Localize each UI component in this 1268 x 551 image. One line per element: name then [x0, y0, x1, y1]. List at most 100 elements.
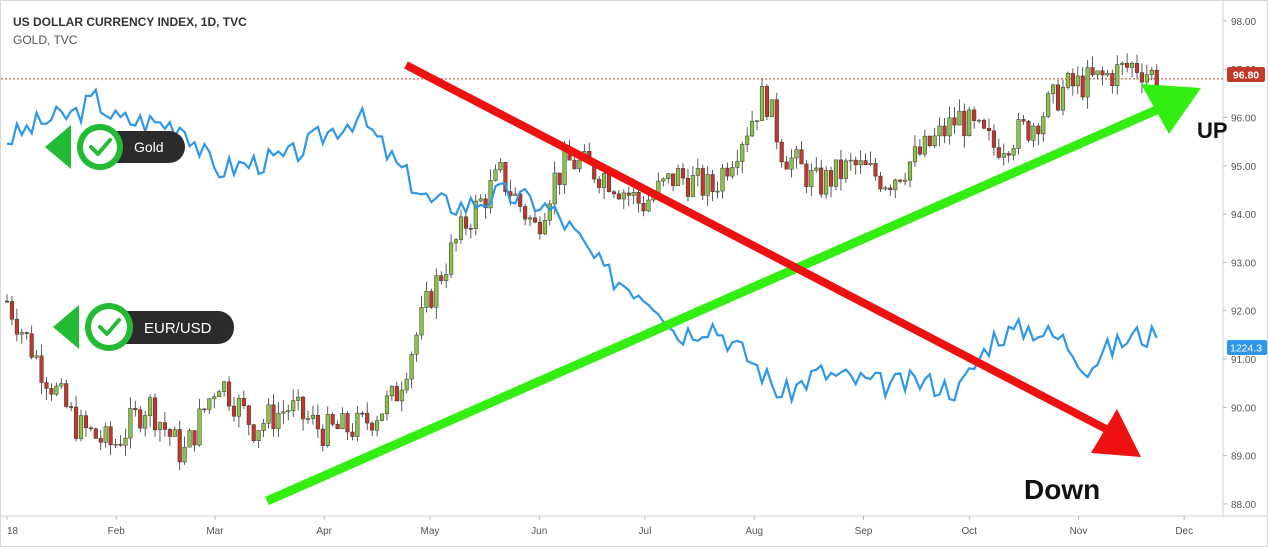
- candle-body: [858, 160, 863, 166]
- candle-body: [483, 198, 488, 209]
- y-tick-label: 93.00: [1231, 258, 1256, 269]
- candle-body: [315, 415, 320, 430]
- candle-body: [528, 217, 533, 220]
- candle-body: [49, 388, 54, 395]
- candle-body: [784, 161, 789, 170]
- candle-body: [996, 147, 1001, 158]
- x-tick-label: May: [421, 526, 440, 537]
- x-tick-label: 18: [7, 526, 19, 537]
- x-tick-label: Dec: [1175, 526, 1193, 537]
- candle-body: [730, 167, 735, 177]
- candle-body: [1036, 125, 1041, 135]
- candle-body: [404, 378, 409, 391]
- candle-body: [819, 167, 824, 195]
- candle-body: [602, 173, 607, 188]
- candle-body: [695, 168, 700, 176]
- candle-body: [1080, 75, 1085, 98]
- candle-body: [434, 275, 439, 308]
- y-tick-label: 94.00: [1231, 210, 1256, 221]
- candle-body: [903, 179, 908, 182]
- candle-body: [64, 383, 69, 407]
- candle-body: [231, 405, 237, 417]
- candle-body: [597, 178, 602, 188]
- candle-body: [710, 174, 715, 192]
- candle-body: [394, 386, 399, 402]
- candle-body: [1026, 121, 1031, 141]
- candle-body: [848, 159, 853, 162]
- candle-body: [453, 239, 459, 244]
- candle-body: [123, 437, 128, 446]
- candle-body: [1149, 69, 1154, 75]
- candle-body: [1001, 153, 1006, 158]
- candle-body: [261, 423, 266, 431]
- candle-body: [1051, 84, 1056, 94]
- candle-body: [606, 173, 612, 192]
- candle-body: [93, 428, 98, 439]
- x-tick-label: Nov: [1070, 526, 1088, 537]
- candle-body: [1090, 67, 1095, 76]
- gold-price-tag: 1224.3: [1227, 340, 1267, 355]
- candle-body: [666, 173, 671, 180]
- candle-body: [878, 175, 883, 190]
- candle-body: [735, 161, 740, 168]
- candle-body: [251, 424, 256, 441]
- y-tick-label: 90.00: [1231, 403, 1256, 414]
- candle-body: [952, 117, 957, 126]
- candle-body: [468, 228, 473, 230]
- candle-body: [843, 160, 848, 179]
- candle-body: [883, 187, 888, 190]
- x-tick-label: Oct: [961, 526, 977, 537]
- candle-body: [29, 333, 34, 358]
- candle-body: [241, 398, 246, 407]
- candle-body: [611, 191, 616, 195]
- candle-body: [532, 217, 538, 223]
- candle-body: [113, 443, 118, 446]
- candle-body: [103, 426, 108, 443]
- candle-body: [370, 422, 375, 431]
- candle-body: [365, 412, 370, 424]
- candle-body: [1120, 62, 1125, 65]
- candle-body: [794, 149, 799, 159]
- candle-body: [1125, 62, 1130, 68]
- y-tick-label: 96.00: [1231, 114, 1256, 125]
- candle-body: [108, 426, 113, 446]
- candle-body: [907, 161, 913, 181]
- gold-series-line: [6, 87, 1158, 405]
- candle-body: [986, 127, 992, 132]
- candle-body: [888, 187, 893, 191]
- candle-body: [764, 86, 769, 117]
- y-tick-label: 89.00: [1231, 452, 1256, 463]
- check-icon: [98, 318, 121, 336]
- candle-body: [636, 192, 641, 204]
- y-tick-label: 92.00: [1231, 307, 1256, 318]
- candle-body: [444, 274, 449, 281]
- candle-body: [967, 109, 972, 137]
- candle-body: [143, 415, 148, 429]
- candle-body: [54, 385, 59, 395]
- candle-body: [937, 125, 942, 137]
- dxy-price-tag: 96.80: [1227, 67, 1265, 82]
- badge-eurusd-label: EUR/USD: [144, 320, 212, 337]
- candle-body: [256, 430, 261, 441]
- candle-body: [912, 146, 917, 163]
- candle-body: [330, 414, 335, 425]
- candle-body: [769, 99, 774, 117]
- x-axis-labels: 18 Feb Mar Apr May Jun Jul Aug Sep Oct Nov Dec: [6, 516, 1193, 537]
- candle-body: [829, 170, 834, 187]
- candle-body: [981, 119, 987, 129]
- candle-body: [1041, 116, 1046, 135]
- candle-body: [182, 446, 187, 463]
- candle-body: [271, 404, 276, 429]
- candle-body: [824, 170, 829, 195]
- candle-body: [335, 424, 340, 429]
- candle-body: [4, 300, 10, 303]
- candle-body: [1031, 125, 1036, 141]
- candle-body: [192, 430, 197, 446]
- candle-body: [1139, 72, 1144, 83]
- candle-body: [631, 192, 636, 196]
- candle-body: [957, 110, 962, 126]
- candle-body: [39, 355, 44, 383]
- candle-body: [922, 135, 927, 155]
